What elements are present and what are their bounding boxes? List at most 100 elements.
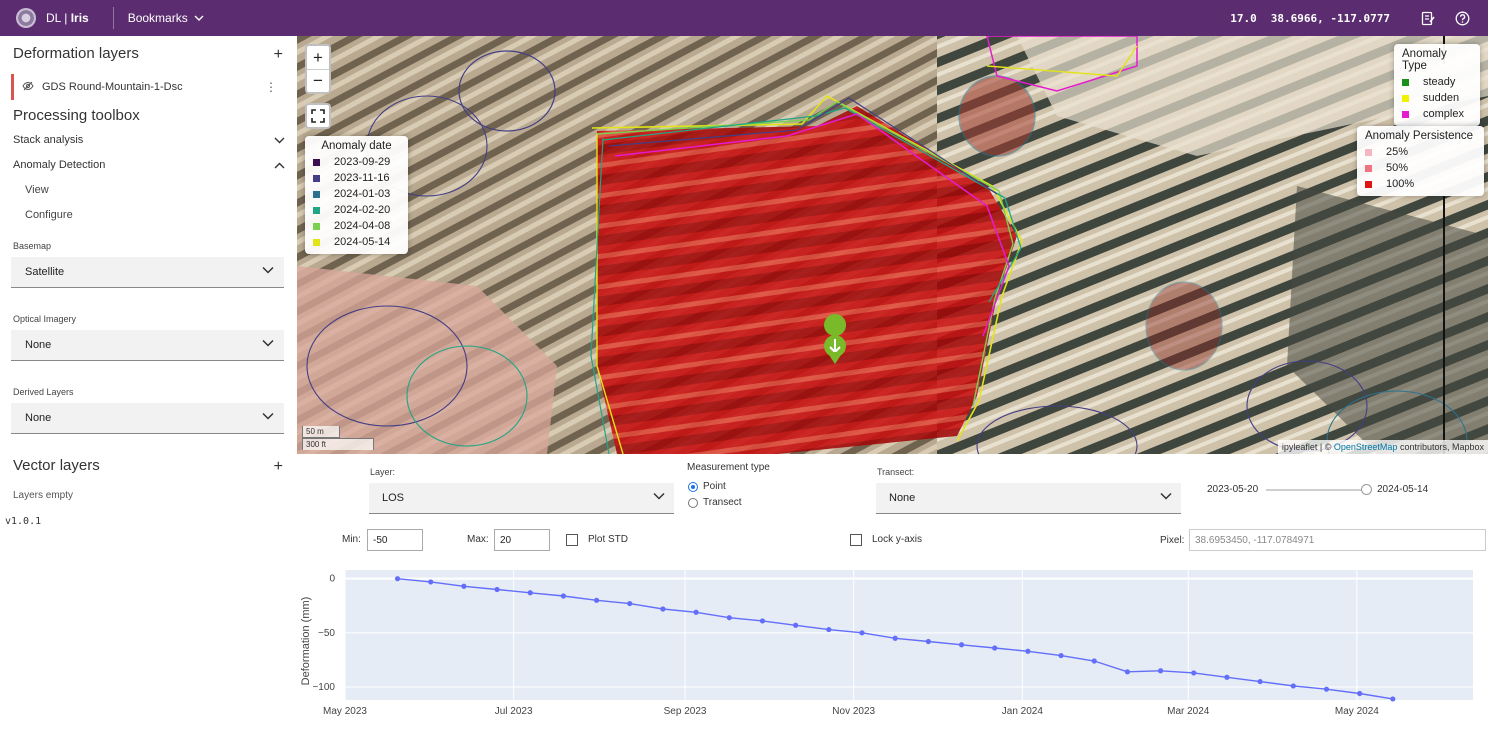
fullscreen-button[interactable] — [305, 103, 331, 129]
x-tick-label: May 2023 — [323, 706, 367, 717]
lock-y-axis-checkbox[interactable] — [850, 534, 862, 546]
satellite-basemap — [297, 36, 1488, 454]
anomaly-date-legend-item: 2024-01-03 — [313, 186, 400, 202]
layer-select[interactable]: LOS — [369, 483, 674, 514]
anomaly-type-legend-item: complex — [1402, 106, 1472, 122]
plot-area — [345, 570, 1473, 700]
date-slider-handle[interactable] — [1361, 484, 1372, 495]
data-point — [1191, 670, 1197, 676]
anomaly-date-legend-label: 2023-09-29 — [334, 156, 391, 168]
measurement-point-label: Point — [703, 481, 726, 492]
anomaly-date-legend-title: Anomaly date — [321, 140, 392, 152]
data-point — [527, 590, 533, 596]
zoom-in-button[interactable]: + — [313, 47, 323, 67]
anomaly-type-legend-items: steady sudden complex — [1402, 74, 1472, 122]
pixel-coordinates-field[interactable]: 38.6953450, -117.0784971 — [1189, 529, 1486, 551]
anomaly-persistence-legend-label: 50% — [1386, 162, 1409, 174]
help-icon[interactable] — [1454, 10, 1470, 26]
derived-layers-select[interactable]: None — [11, 403, 284, 434]
measurement-point-option[interactable]: Point — [688, 481, 726, 492]
max-label: Max: — [467, 534, 489, 545]
data-point — [1124, 669, 1131, 675]
bookmarks-menu[interactable]: Bookmarks — [128, 11, 204, 25]
anomaly-view-link[interactable]: View — [25, 184, 49, 196]
anomaly-date-legend-items: 2023-09-29 2023-11-16 2024-01-03 2024-02-20… — [313, 154, 400, 250]
data-point — [892, 635, 898, 641]
visibility-off-icon[interactable] — [22, 81, 34, 94]
data-point — [1157, 668, 1164, 674]
anomaly-date-legend-swatch — [313, 190, 320, 198]
date-range-slider[interactable] — [1266, 484, 1372, 495]
anomaly-date-legend: Anomaly date 2023-09-29 2023-11-16 2024-01… — [305, 136, 408, 254]
measurement-transect-option[interactable]: Transect — [688, 497, 742, 508]
zoom-control: + − — [305, 44, 331, 94]
radio-point[interactable] — [688, 481, 698, 492]
x-tick-label: Jan 2024 — [1002, 706, 1044, 717]
zoom-out-button[interactable]: − — [307, 69, 329, 92]
anomaly-detection-toggle[interactable]: Anomaly Detection — [13, 159, 285, 171]
optical-imagery-value: None — [25, 339, 52, 351]
map-view[interactable]: + − Anomaly date 2023-09-29 2023-11-16 202… — [297, 36, 1488, 454]
data-point — [992, 645, 998, 651]
transect-select[interactable]: None — [876, 483, 1181, 514]
anomaly-persistence-legend: Anomaly Persistence 25% 50% 100% — [1357, 126, 1484, 196]
plot-std-checkbox[interactable] — [566, 534, 578, 546]
chevron-down-icon — [262, 339, 274, 347]
notes-icon[interactable] — [1420, 10, 1436, 26]
x-tick-label: Nov 2023 — [832, 706, 875, 717]
anomaly-date-legend-swatch — [313, 238, 320, 246]
data-point — [793, 622, 799, 628]
map-attribution: ipyleaflet | © OpenStreetMap contributor… — [1277, 440, 1488, 454]
data-point — [461, 583, 467, 589]
brand-name: Iris — [70, 11, 89, 25]
stack-analysis-toggle[interactable]: Stack analysis — [13, 134, 285, 146]
transect-select-value: None — [889, 492, 916, 504]
chevron-down-icon — [1160, 492, 1172, 500]
anomaly-persistence-legend-swatch — [1365, 164, 1372, 172]
anomaly-configure-link[interactable]: Configure — [25, 209, 73, 221]
attribution-suffix: contributors, Mapbox — [1397, 442, 1484, 452]
anomaly-date-legend-item: 2024-02-20 — [313, 202, 400, 218]
add-deformation-layer-button[interactable]: + — [273, 46, 283, 63]
anomaly-persistence-legend-item: 100% — [1365, 176, 1476, 192]
anomaly-type-legend-label: complex — [1423, 108, 1464, 120]
max-input-value: 20 — [500, 534, 512, 546]
map-scale-bar: 50 m 300 ft — [302, 426, 374, 450]
data-point — [1390, 696, 1396, 702]
deformation-layer-item[interactable]: GDS Round-Mountain-1-Dsc ⋮ — [11, 74, 287, 100]
stack-analysis-label: Stack analysis — [13, 134, 84, 146]
anomaly-type-legend-swatch — [1402, 110, 1409, 118]
min-input[interactable]: -50 — [367, 529, 423, 551]
radio-transect[interactable] — [688, 497, 698, 508]
openstreetmap-link[interactable]: OpenStreetMap — [1333, 442, 1398, 452]
layer-options-icon[interactable]: ⋮ — [265, 80, 277, 94]
basemap-select[interactable]: Satellite — [11, 257, 284, 288]
data-point — [826, 626, 832, 633]
anomaly-type-legend-title: Anomaly Type — [1402, 48, 1447, 72]
chevron-down-icon — [262, 266, 274, 274]
data-point — [958, 642, 965, 648]
y-tick-label: 0 — [329, 574, 335, 585]
max-input[interactable]: 20 — [494, 529, 550, 551]
deformation-chart[interactable]: May 2023 Jul 2023 Sep 2023 Nov 2023 Jan 2024… — [297, 562, 1488, 732]
add-vector-layer-button[interactable]: + — [273, 458, 283, 475]
anomaly-date-legend-item: 2024-05-14 — [313, 234, 400, 250]
min-input-value: -50 — [373, 534, 388, 546]
y-axis-label: Deformation (mm) — [300, 597, 312, 686]
optical-imagery-select[interactable]: None — [11, 330, 284, 361]
anomaly-date-legend-label: 2024-01-03 — [334, 188, 391, 200]
date-range-start: 2023-05-20 — [1207, 484, 1259, 495]
data-point — [1025, 648, 1031, 654]
data-point — [693, 609, 699, 615]
x-tick-label: Mar 2024 — [1167, 706, 1210, 717]
anomaly-date-legend-label: 2023-11-16 — [334, 172, 390, 184]
anomaly-type-legend-item: steady — [1402, 74, 1472, 90]
lock-y-axis-label: Lock y-axis — [872, 534, 923, 545]
plot-std-label: Plot STD — [588, 534, 629, 545]
app-brand: DL | Iris — [46, 11, 89, 25]
anomaly-date-legend-item: 2023-09-29 — [313, 154, 400, 170]
data-point — [726, 615, 732, 621]
coordinates-readout: 38.6966, -117.0777 — [1270, 11, 1390, 25]
anomaly-date-legend-label: 2024-05-14 — [334, 236, 391, 248]
anomaly-persistence-legend-items: 25% 50% 100% — [1365, 144, 1476, 192]
